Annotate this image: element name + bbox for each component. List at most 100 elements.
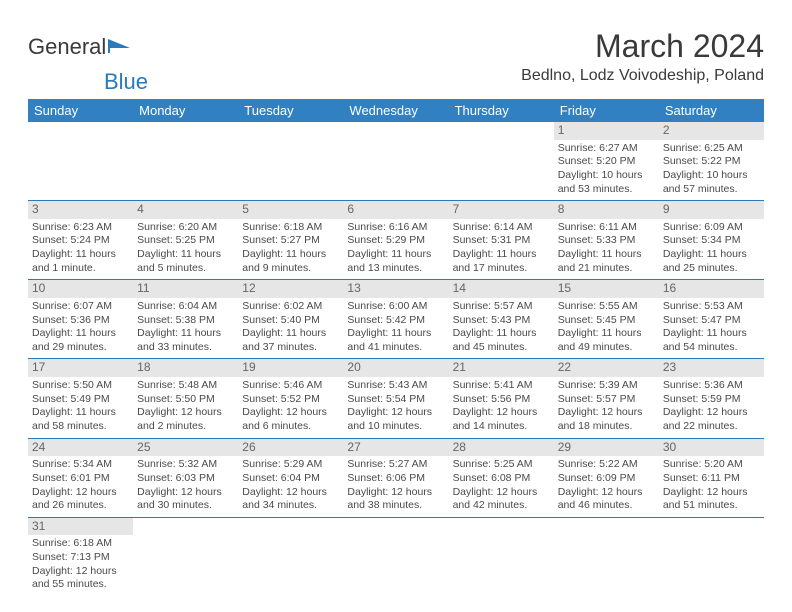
sunset-line: Sunset: 5:47 PM (663, 314, 760, 328)
sunrise-line: Sunrise: 6:09 AM (663, 221, 760, 235)
calendar-cell: 7Sunrise: 6:14 AMSunset: 5:31 PMDaylight… (449, 201, 554, 280)
daylight-line: Daylight: 12 hours and 38 minutes. (347, 486, 444, 513)
calendar-cell-empty (133, 122, 238, 201)
calendar-cell: 6Sunrise: 6:16 AMSunset: 5:29 PMDaylight… (343, 201, 448, 280)
sunset-line: Sunset: 5:45 PM (558, 314, 655, 328)
calendar-cell: 15Sunrise: 5:55 AMSunset: 5:45 PMDayligh… (554, 280, 659, 359)
day-number: 2 (659, 122, 764, 140)
calendar-cell-empty (238, 517, 343, 596)
sunset-line: Sunset: 6:01 PM (32, 472, 129, 486)
daylight-line: Daylight: 12 hours and 26 minutes. (32, 486, 129, 513)
daylight-line: Daylight: 11 hours and 33 minutes. (137, 327, 234, 354)
daylight-line: Daylight: 12 hours and 55 minutes. (32, 565, 129, 592)
calendar-cell: 4Sunrise: 6:20 AMSunset: 5:25 PMDaylight… (133, 201, 238, 280)
sunrise-line: Sunrise: 6:16 AM (347, 221, 444, 235)
daylight-line: Daylight: 10 hours and 57 minutes. (663, 169, 760, 196)
weekday-header: Saturday (659, 99, 764, 122)
sunrise-line: Sunrise: 6:18 AM (32, 537, 129, 551)
sunset-line: Sunset: 5:59 PM (663, 393, 760, 407)
day-number: 21 (449, 359, 554, 377)
sunrise-line: Sunrise: 5:46 AM (242, 379, 339, 393)
calendar-cell: 27Sunrise: 5:27 AMSunset: 6:06 PMDayligh… (343, 438, 448, 517)
sunset-line: Sunset: 5:36 PM (32, 314, 129, 328)
day-number: 31 (28, 518, 133, 536)
day-number: 7 (449, 201, 554, 219)
daylight-line: Daylight: 11 hours and 13 minutes. (347, 248, 444, 275)
sunset-line: Sunset: 5:29 PM (347, 234, 444, 248)
weekday-header: Thursday (449, 99, 554, 122)
sunset-line: Sunset: 5:22 PM (663, 155, 760, 169)
sunrise-line: Sunrise: 5:32 AM (137, 458, 234, 472)
day-number: 10 (28, 280, 133, 298)
daylight-line: Daylight: 10 hours and 53 minutes. (558, 169, 655, 196)
calendar-cell-empty (554, 517, 659, 596)
calendar-cell: 25Sunrise: 5:32 AMSunset: 6:03 PMDayligh… (133, 438, 238, 517)
day-number: 4 (133, 201, 238, 219)
daylight-line: Daylight: 12 hours and 46 minutes. (558, 486, 655, 513)
sunset-line: Sunset: 5:24 PM (32, 234, 129, 248)
sunrise-line: Sunrise: 5:29 AM (242, 458, 339, 472)
day-number: 13 (343, 280, 448, 298)
logo-flag-icon (108, 37, 134, 55)
weekday-header: Tuesday (238, 99, 343, 122)
calendar-body: 1Sunrise: 6:27 AMSunset: 5:20 PMDaylight… (28, 122, 764, 596)
daylight-line: Daylight: 12 hours and 51 minutes. (663, 486, 760, 513)
calendar-head: SundayMondayTuesdayWednesdayThursdayFrid… (28, 99, 764, 122)
sunset-line: Sunset: 5:38 PM (137, 314, 234, 328)
day-number: 27 (343, 439, 448, 457)
sunset-line: Sunset: 6:11 PM (663, 472, 760, 486)
calendar-cell: 22Sunrise: 5:39 AMSunset: 5:57 PMDayligh… (554, 359, 659, 438)
calendar-cell: 28Sunrise: 5:25 AMSunset: 6:08 PMDayligh… (449, 438, 554, 517)
sunset-line: Sunset: 6:04 PM (242, 472, 339, 486)
sunset-line: Sunset: 5:57 PM (558, 393, 655, 407)
calendar-cell-empty (238, 122, 343, 201)
daylight-line: Daylight: 11 hours and 54 minutes. (663, 327, 760, 354)
daylight-line: Daylight: 11 hours and 41 minutes. (347, 327, 444, 354)
calendar-cell: 18Sunrise: 5:48 AMSunset: 5:50 PMDayligh… (133, 359, 238, 438)
sunset-line: Sunset: 6:08 PM (453, 472, 550, 486)
calendar-table: SundayMondayTuesdayWednesdayThursdayFrid… (28, 99, 764, 596)
sunrise-line: Sunrise: 6:25 AM (663, 142, 760, 156)
calendar-cell: 19Sunrise: 5:46 AMSunset: 5:52 PMDayligh… (238, 359, 343, 438)
weekday-header: Friday (554, 99, 659, 122)
daylight-line: Daylight: 12 hours and 30 minutes. (137, 486, 234, 513)
daylight-line: Daylight: 11 hours and 1 minute. (32, 248, 129, 275)
calendar-cell-empty (28, 122, 133, 201)
sunset-line: Sunset: 5:40 PM (242, 314, 339, 328)
calendar-cell-empty (449, 517, 554, 596)
sunrise-line: Sunrise: 5:43 AM (347, 379, 444, 393)
day-number: 24 (28, 439, 133, 457)
sunrise-line: Sunrise: 6:02 AM (242, 300, 339, 314)
sunset-line: Sunset: 6:06 PM (347, 472, 444, 486)
sunset-line: Sunset: 5:25 PM (137, 234, 234, 248)
calendar-cell: 30Sunrise: 5:20 AMSunset: 6:11 PMDayligh… (659, 438, 764, 517)
sunset-line: Sunset: 5:33 PM (558, 234, 655, 248)
sunrise-line: Sunrise: 5:34 AM (32, 458, 129, 472)
calendar-cell: 17Sunrise: 5:50 AMSunset: 5:49 PMDayligh… (28, 359, 133, 438)
day-number: 12 (238, 280, 343, 298)
sunrise-line: Sunrise: 6:23 AM (32, 221, 129, 235)
sunrise-line: Sunrise: 6:20 AM (137, 221, 234, 235)
sunrise-line: Sunrise: 5:53 AM (663, 300, 760, 314)
day-number: 17 (28, 359, 133, 377)
day-number: 23 (659, 359, 764, 377)
sunrise-line: Sunrise: 6:07 AM (32, 300, 129, 314)
sunrise-line: Sunrise: 5:57 AM (453, 300, 550, 314)
sunrise-line: Sunrise: 5:48 AM (137, 379, 234, 393)
sunrise-line: Sunrise: 5:50 AM (32, 379, 129, 393)
daylight-line: Daylight: 11 hours and 21 minutes. (558, 248, 655, 275)
calendar-cell: 14Sunrise: 5:57 AMSunset: 5:43 PMDayligh… (449, 280, 554, 359)
calendar-cell: 1Sunrise: 6:27 AMSunset: 5:20 PMDaylight… (554, 122, 659, 201)
day-number: 14 (449, 280, 554, 298)
sunrise-line: Sunrise: 6:11 AM (558, 221, 655, 235)
title-block: March 2024 Bedlno, Lodz Voivodeship, Pol… (521, 28, 764, 85)
daylight-line: Daylight: 11 hours and 58 minutes. (32, 406, 129, 433)
calendar-cell: 16Sunrise: 5:53 AMSunset: 5:47 PMDayligh… (659, 280, 764, 359)
day-number: 26 (238, 439, 343, 457)
day-number: 15 (554, 280, 659, 298)
weekday-header: Sunday (28, 99, 133, 122)
day-number: 30 (659, 439, 764, 457)
weekday-header: Wednesday (343, 99, 448, 122)
calendar-cell-empty (659, 517, 764, 596)
daylight-line: Daylight: 11 hours and 17 minutes. (453, 248, 550, 275)
